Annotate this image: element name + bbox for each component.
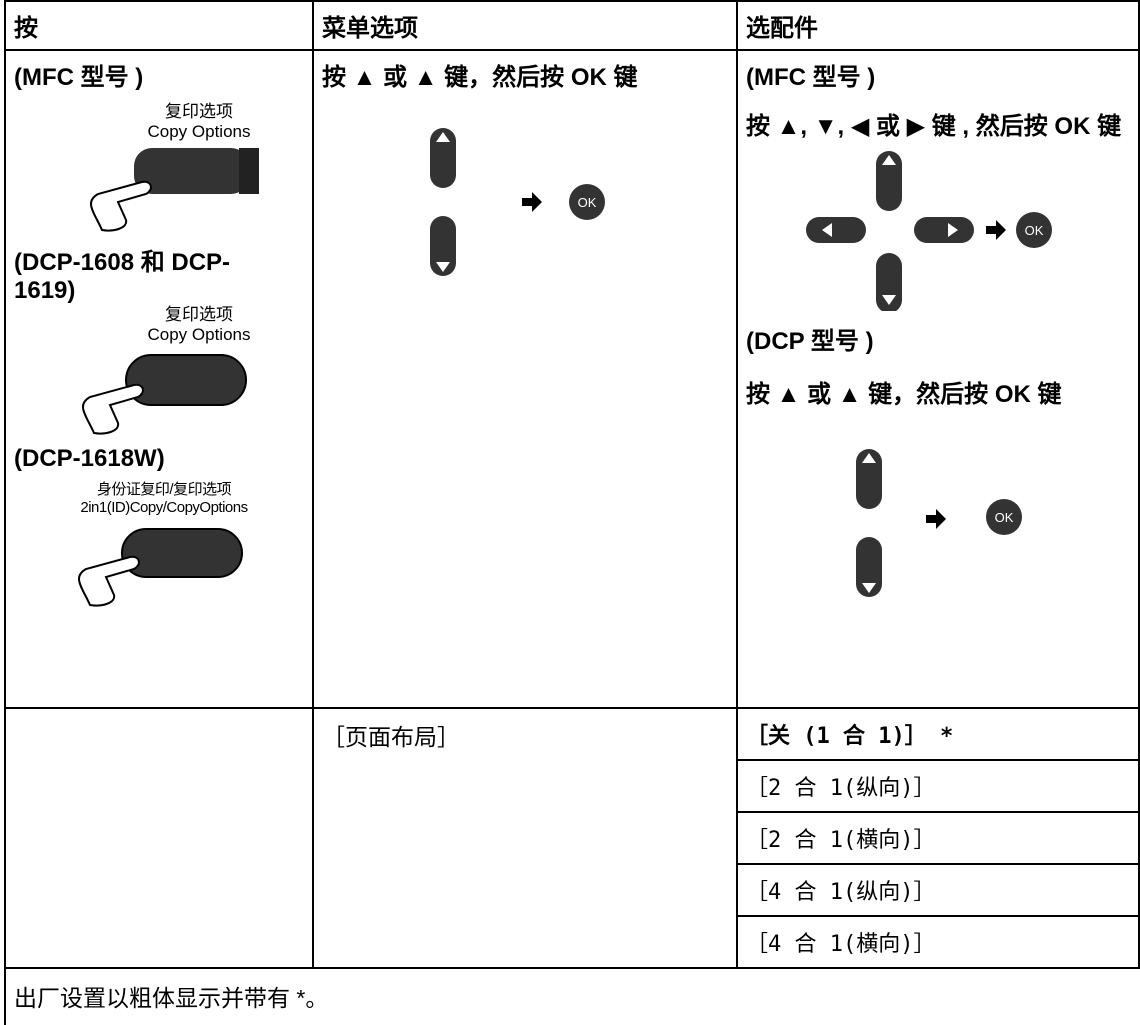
menu-cell: 按 ▲ 或 ▲ 键，然后按 OK 键 OK xyxy=(312,49,738,709)
model-label: (DCP-1608 和 DCP-1619) xyxy=(14,249,231,304)
model-label: (MFC 型号 ) xyxy=(746,64,876,91)
model-label: (DCP 型号 ) xyxy=(746,328,874,355)
key-icons: OK xyxy=(856,449,1022,597)
model-label: (MFC 型号 ) xyxy=(14,64,144,91)
press-block: (MFC 型号 ) 复印选项 Copy Options xyxy=(14,57,304,232)
header-cell: 按 xyxy=(4,0,314,51)
button-label: 身份证复印/复印选项 xyxy=(96,481,232,498)
instruction: 按 ▲ 或 ▲ 键，然后按 OK 键 xyxy=(746,381,1062,408)
ok-key-label: OK xyxy=(1025,223,1044,238)
header-cell: 菜单选项 xyxy=(312,0,738,51)
button-label: 2in1(ID)Copy/CopyOptions xyxy=(80,499,248,516)
option: ［2 合 1(纵向)］ xyxy=(736,759,1140,813)
model-label: (DCP-1618W) xyxy=(14,445,165,472)
button-label: Copy Options xyxy=(147,325,251,344)
empty-cell xyxy=(4,707,314,969)
button-icon xyxy=(78,528,243,607)
press-block: (DCP-1608 和 DCP-1619) 复印选项 Copy Options xyxy=(14,242,304,435)
option: ［4 合 1(纵向)］ xyxy=(736,863,1140,917)
option: ［4 合 1(横向)］ xyxy=(736,915,1140,969)
ok-key-label: OK xyxy=(578,195,597,210)
button-label: 复印选项 xyxy=(165,102,233,121)
button-label: Copy Options xyxy=(147,122,251,141)
header-cell: 选配件 xyxy=(736,0,1140,51)
button-icon xyxy=(90,148,259,232)
button-icon xyxy=(82,354,247,435)
button-label: 复印选项 xyxy=(165,305,233,324)
press-cell: (MFC 型号 ) 复印选项 Copy Options (DCP-1608 和 … xyxy=(4,49,314,709)
settings-table: 按 菜单选项 选配件 (MFC 型号 ) 复印选项 Copy Options (… xyxy=(4,0,1140,1025)
option: ［2 合 1(横向)］ xyxy=(736,811,1140,865)
instruction: 按 ▲ 或 ▲ 键，然后按 OK 键 xyxy=(322,64,638,91)
ok-key-label: OK xyxy=(995,510,1014,525)
instruction: 按 ▲, ▼, ◀ 或 ▶ 键 , 然后按 OK 键 xyxy=(746,113,1122,140)
option: ［关 (1 合 1)］ * xyxy=(736,707,1140,761)
footnote: 出厂设置以粗体显示并带有 *。 xyxy=(4,967,1139,1025)
press-block: (DCP-1618W) 身份证复印/复印选项 2in1(ID)Copy/Copy… xyxy=(14,445,304,607)
key-icons: OK xyxy=(430,128,605,276)
setting-name: ［页面布局］ xyxy=(312,707,738,969)
key-icons: OK xyxy=(806,151,1052,311)
options-cell: (MFC 型号 ) 按 ▲, ▼, ◀ 或 ▶ 键 , 然后按 OK 键 OK … xyxy=(736,49,1140,709)
